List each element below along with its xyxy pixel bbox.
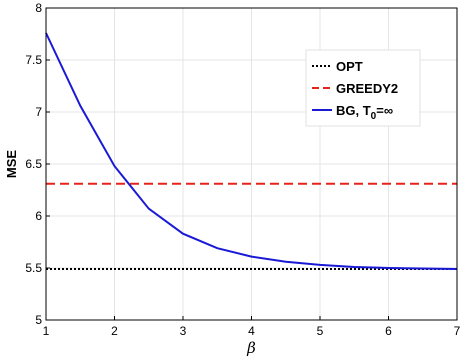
x-tick-label: 2 (111, 324, 118, 338)
x-axis-label: β (246, 339, 256, 357)
legend-subscript: 0 (371, 111, 377, 122)
y-tick-label: 7.5 (25, 53, 42, 67)
x-tick-label: 6 (385, 324, 392, 338)
x-tick-label: 7 (454, 324, 461, 338)
y-axis-label: MSE (4, 150, 19, 179)
axis-ticks: 1 2 3 4 5 6 7 5 5.5 6 6.5 7 7.5 8 (25, 1, 460, 338)
x-tick-label: 5 (317, 324, 324, 338)
series-lines (45, 32, 458, 270)
y-tick-label: 8 (35, 1, 42, 15)
legend-label-1: GREEDY2 (336, 81, 398, 96)
y-tick-label: 5.5 (25, 261, 42, 275)
legend-label-0: OPT (336, 59, 363, 74)
series-line-2 (45, 32, 458, 270)
legend-suffix: =∞ (376, 103, 393, 118)
x-tick-label: 3 (180, 324, 187, 338)
legend-label-2: BG, T0=∞ (336, 103, 393, 122)
y-tick-label: 6.5 (25, 157, 42, 171)
x-tick-label: 4 (248, 324, 255, 338)
x-tick-label: 1 (43, 324, 50, 338)
y-tick-label: 5 (35, 313, 42, 327)
y-tick-label: 7 (35, 105, 42, 119)
y-tick-label: 6 (35, 209, 42, 223)
legend: OPT GREEDY2 BG, T0=∞ (305, 49, 421, 127)
